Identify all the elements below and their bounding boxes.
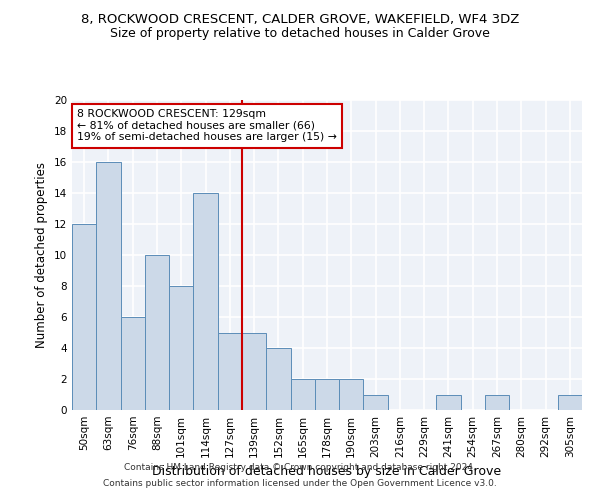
Bar — [72, 224, 96, 410]
Text: 8, ROCKWOOD CRESCENT, CALDER GROVE, WAKEFIELD, WF4 3DZ: 8, ROCKWOOD CRESCENT, CALDER GROVE, WAKE… — [81, 12, 519, 26]
Bar — [436, 394, 461, 410]
Y-axis label: Number of detached properties: Number of detached properties — [35, 162, 49, 348]
Bar — [218, 332, 242, 410]
Bar — [558, 394, 582, 410]
Text: Contains HM Land Registry data © Crown copyright and database right 2024.: Contains HM Land Registry data © Crown c… — [124, 464, 476, 472]
Bar — [242, 332, 266, 410]
Bar — [96, 162, 121, 410]
Bar — [121, 317, 145, 410]
Bar — [485, 394, 509, 410]
Bar — [315, 379, 339, 410]
X-axis label: Distribution of detached houses by size in Calder Grove: Distribution of detached houses by size … — [152, 466, 502, 478]
Text: Size of property relative to detached houses in Calder Grove: Size of property relative to detached ho… — [110, 28, 490, 40]
Bar — [364, 394, 388, 410]
Text: Contains public sector information licensed under the Open Government Licence v3: Contains public sector information licen… — [103, 478, 497, 488]
Text: 8 ROCKWOOD CRESCENT: 129sqm
← 81% of detached houses are smaller (66)
19% of sem: 8 ROCKWOOD CRESCENT: 129sqm ← 81% of det… — [77, 110, 337, 142]
Bar — [145, 255, 169, 410]
Bar — [339, 379, 364, 410]
Bar — [193, 193, 218, 410]
Bar — [290, 379, 315, 410]
Bar — [169, 286, 193, 410]
Bar — [266, 348, 290, 410]
